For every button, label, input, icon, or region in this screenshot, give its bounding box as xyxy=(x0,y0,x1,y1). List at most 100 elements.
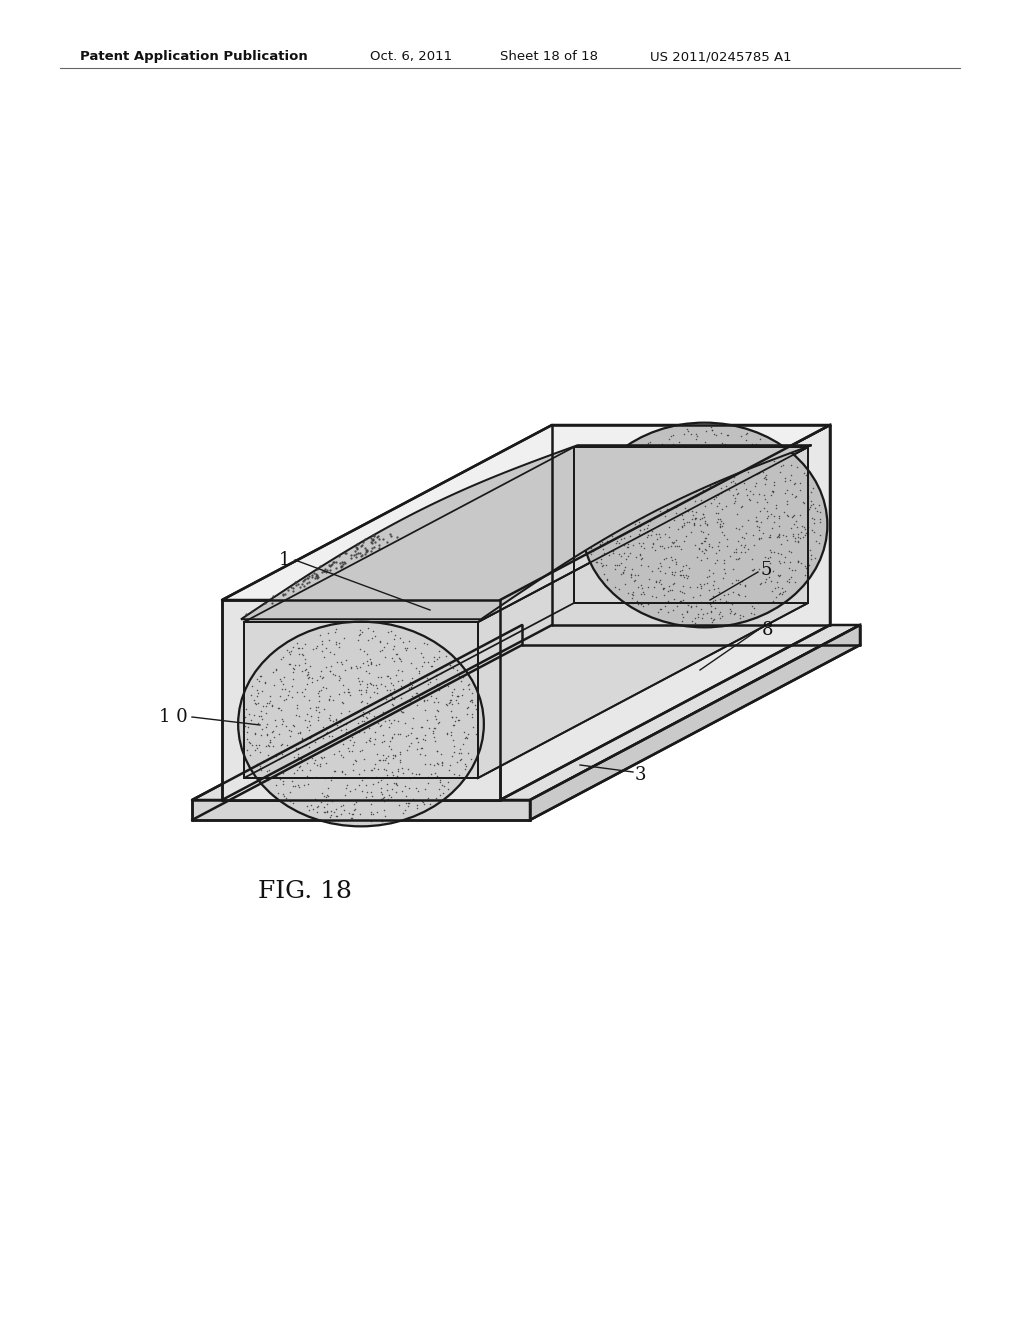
Point xyxy=(272,734,289,755)
Point xyxy=(271,748,288,770)
Point xyxy=(585,540,601,561)
Point xyxy=(359,630,376,651)
Point xyxy=(353,671,370,692)
Point xyxy=(402,652,419,673)
Point xyxy=(373,673,389,694)
Point xyxy=(763,442,779,463)
Point xyxy=(285,657,301,678)
Point xyxy=(631,506,647,527)
Point xyxy=(629,591,645,612)
Point xyxy=(692,515,709,536)
Point xyxy=(271,768,288,789)
Point xyxy=(243,710,259,731)
Point xyxy=(692,532,709,553)
Point xyxy=(322,807,338,828)
Point xyxy=(310,697,327,718)
Point xyxy=(252,742,268,763)
Point xyxy=(415,717,431,738)
Point xyxy=(706,475,722,496)
Point xyxy=(712,513,728,535)
Point xyxy=(353,620,370,642)
Point xyxy=(787,572,804,593)
Point xyxy=(364,652,380,673)
Point xyxy=(694,504,711,525)
Point xyxy=(615,543,632,564)
Point xyxy=(341,711,357,733)
Point xyxy=(249,685,265,706)
Point xyxy=(671,478,687,499)
Point xyxy=(604,482,621,503)
Point xyxy=(779,479,796,500)
Polygon shape xyxy=(500,425,830,800)
Point xyxy=(434,783,451,804)
Point xyxy=(666,565,682,586)
Point xyxy=(706,562,722,583)
Point xyxy=(309,682,326,704)
Point xyxy=(321,725,337,746)
Point xyxy=(388,772,404,793)
Point xyxy=(664,564,680,585)
Point xyxy=(304,672,321,693)
Point xyxy=(733,541,750,562)
Point xyxy=(274,645,291,667)
Point xyxy=(692,549,709,570)
Point xyxy=(395,763,412,784)
Point xyxy=(660,581,677,602)
Point xyxy=(679,593,695,614)
Point xyxy=(783,517,800,539)
Point xyxy=(609,554,626,576)
Point xyxy=(442,690,459,711)
Point xyxy=(403,667,420,688)
Point xyxy=(315,645,332,667)
Point xyxy=(633,554,649,576)
Point xyxy=(613,528,630,549)
Point xyxy=(664,561,680,582)
Point xyxy=(386,681,402,702)
Point xyxy=(679,511,695,532)
Point xyxy=(586,495,602,516)
Point xyxy=(386,678,402,700)
Point xyxy=(382,684,398,705)
Point xyxy=(335,693,351,714)
Point xyxy=(630,594,646,615)
Point xyxy=(688,502,705,523)
Point xyxy=(701,445,718,466)
Point xyxy=(664,550,680,572)
Point xyxy=(367,626,383,647)
Point xyxy=(660,488,677,510)
Point xyxy=(610,578,627,599)
Point xyxy=(368,675,384,696)
Point xyxy=(459,704,475,725)
Point xyxy=(811,525,827,546)
Point xyxy=(693,598,710,619)
Point xyxy=(759,434,775,455)
Point xyxy=(336,800,352,821)
Point xyxy=(600,517,616,539)
Point xyxy=(374,788,390,809)
Point xyxy=(360,702,377,723)
Point xyxy=(664,546,680,568)
Point xyxy=(362,652,379,673)
Point xyxy=(675,590,691,611)
Point xyxy=(247,723,263,744)
Point xyxy=(388,767,404,788)
Point xyxy=(275,774,292,795)
Point xyxy=(383,777,399,799)
Point xyxy=(681,558,697,579)
Point xyxy=(376,799,392,820)
Point xyxy=(779,570,796,591)
Point xyxy=(351,671,368,692)
Point xyxy=(682,446,698,467)
Point xyxy=(689,577,706,598)
Point xyxy=(596,564,612,585)
Point xyxy=(622,455,638,477)
Point xyxy=(392,750,409,771)
Point xyxy=(426,659,442,680)
Polygon shape xyxy=(222,601,500,800)
Point xyxy=(806,521,822,543)
Point xyxy=(670,519,686,540)
Point xyxy=(407,686,423,708)
Point xyxy=(444,681,461,702)
Point xyxy=(689,546,706,568)
Point xyxy=(737,574,754,595)
